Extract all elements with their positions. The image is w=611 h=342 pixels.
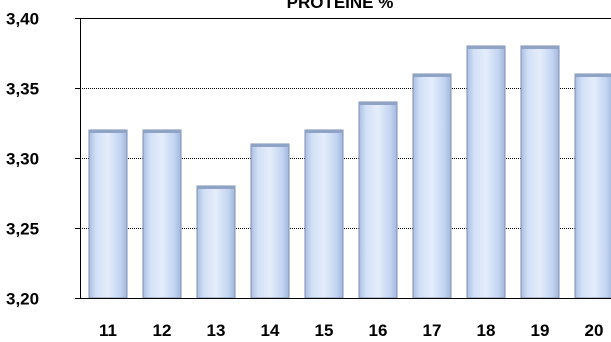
bar-18	[466, 45, 506, 299]
bar-14	[250, 143, 290, 299]
bar-19	[520, 45, 560, 299]
bars	[88, 45, 611, 299]
x-tick-label: 13	[207, 321, 226, 340]
bar-top-edge	[467, 46, 505, 49]
y-tick-label: 3,20	[6, 290, 39, 309]
x-tick-label: 20	[585, 321, 604, 340]
bar-11	[88, 129, 128, 299]
bar-15	[304, 129, 344, 299]
x-tick-label: 17	[423, 321, 442, 340]
bar-top-edge	[197, 186, 235, 189]
x-tick-label: 14	[261, 321, 280, 340]
x-tick-label: 16	[369, 321, 388, 340]
chart-title: PROTEINE %	[287, 0, 394, 12]
bar-13	[196, 185, 236, 299]
x-tick-label: 11	[99, 321, 117, 340]
bar-top-edge	[89, 130, 127, 133]
x-tick-label: 12	[153, 321, 172, 340]
bar-top-edge	[575, 74, 611, 77]
x-tick-label: 18	[477, 321, 496, 340]
bar-top-edge	[143, 130, 181, 133]
bar-top-edge	[359, 102, 397, 105]
bar-top-edge	[305, 130, 343, 133]
x-axis: 11 12 13 14 15 16 17 18 19 20	[80, 298, 611, 340]
bar-top-edge	[413, 74, 451, 77]
x-tick-label: 15	[315, 321, 334, 340]
y-tick-label: 3,35	[6, 80, 39, 99]
bar-17	[412, 73, 452, 299]
y-tick-label: 3,40	[6, 10, 39, 29]
y-tick-label: 3,30	[6, 150, 39, 169]
bar-20	[574, 73, 611, 299]
bar-16	[358, 101, 398, 299]
y-tick-label: 3,25	[6, 220, 39, 239]
bar-12	[142, 129, 182, 299]
bar-top-edge	[521, 46, 559, 49]
x-tick-label: 19	[531, 321, 550, 340]
y-axis: 3,20 3,25 3,30 3,35 3,40	[6, 10, 611, 309]
bar-top-edge	[251, 144, 289, 147]
